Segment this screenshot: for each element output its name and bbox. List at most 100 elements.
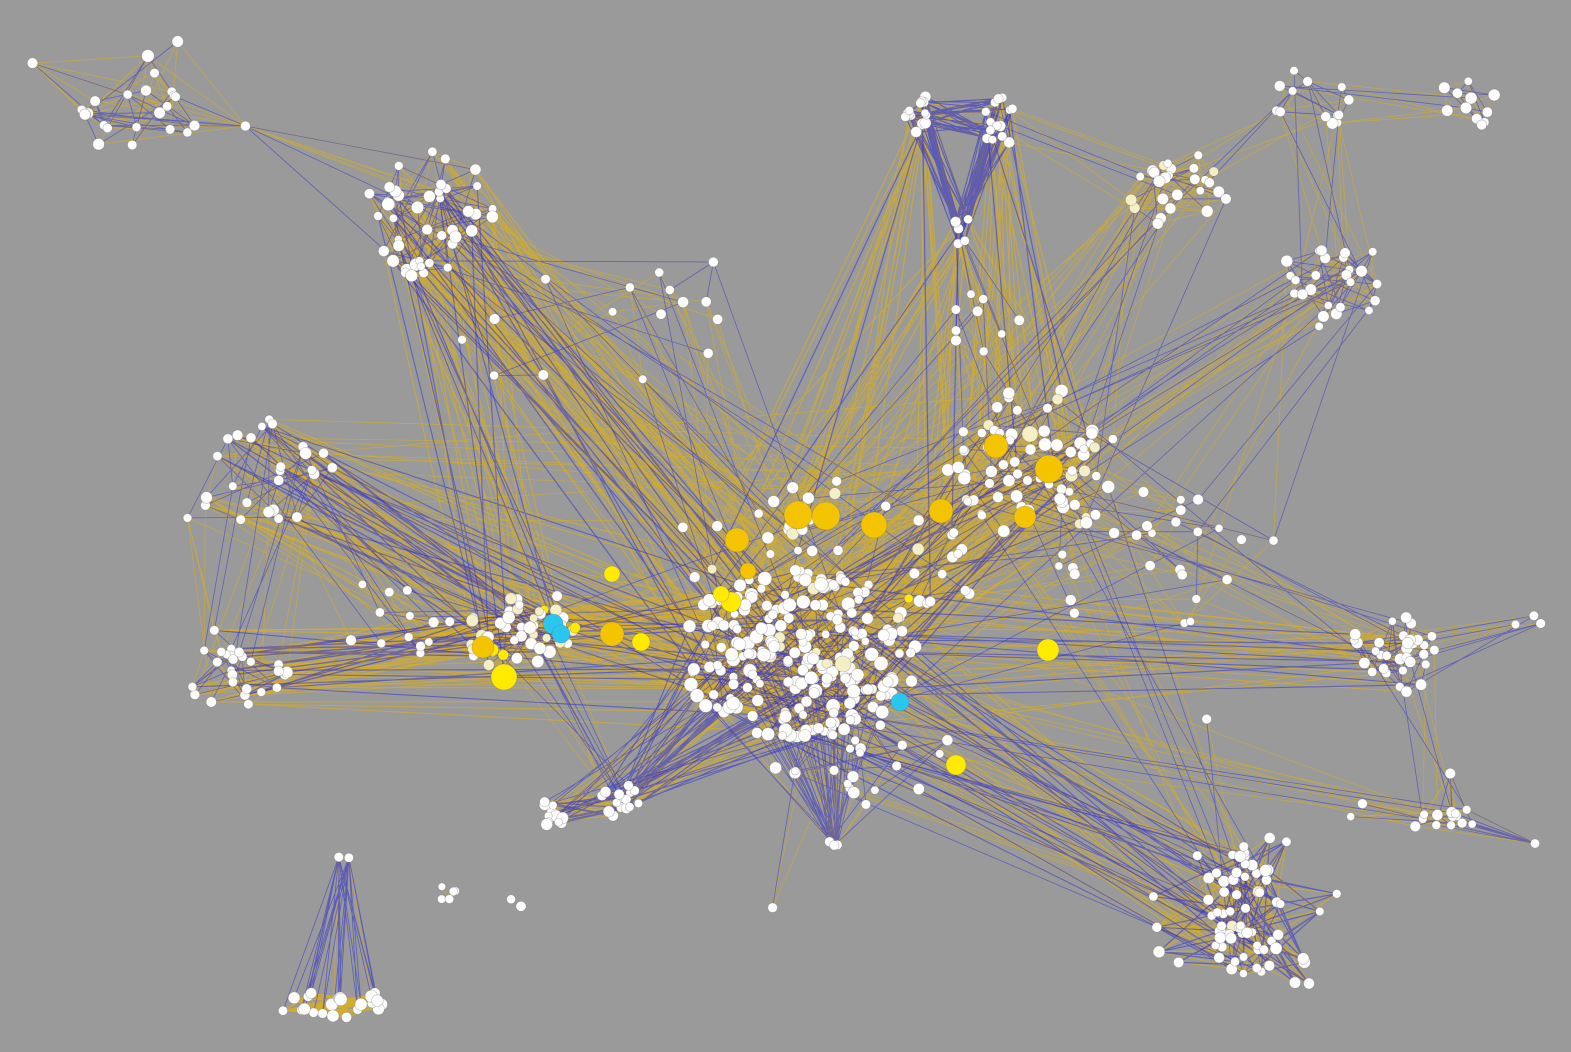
- graph-node[interactable]: [1404, 656, 1417, 668]
- graph-node[interactable]: [79, 108, 91, 121]
- graph-node[interactable]: [608, 307, 618, 317]
- graph-node[interactable]: [677, 521, 689, 533]
- graph-node[interactable]: [1085, 427, 1098, 440]
- graph-node[interactable]: [978, 346, 989, 357]
- graph-node[interactable]: [257, 422, 267, 431]
- graph-node[interactable]: [724, 647, 739, 662]
- graph-node[interactable]: [683, 677, 699, 692]
- graph-node[interactable]: [1373, 637, 1385, 648]
- graph-node[interactable]: [798, 573, 812, 587]
- graph-node[interactable]: [1108, 527, 1120, 539]
- graph-node[interactable]: [963, 214, 973, 225]
- graph-node[interactable]: [1421, 659, 1431, 670]
- graph-node[interactable]: [1131, 529, 1142, 541]
- graph-node[interactable]: [443, 263, 453, 273]
- graph-node[interactable]: [978, 294, 989, 304]
- graph-node[interactable]: [1038, 437, 1052, 452]
- graph-node[interactable]: [1418, 649, 1429, 660]
- graph-node[interactable]: [539, 796, 550, 808]
- graph-node[interactable]: [222, 433, 234, 445]
- graph-node-large[interactable]: [783, 500, 813, 530]
- graph-node[interactable]: [806, 652, 820, 665]
- graph-node[interactable]: [457, 335, 467, 345]
- graph-node[interactable]: [798, 729, 812, 743]
- graph-node[interactable]: [1372, 279, 1382, 289]
- graph-node[interactable]: [1216, 920, 1227, 931]
- graph-node[interactable]: [153, 106, 166, 119]
- graph-node[interactable]: [1220, 193, 1232, 205]
- graph-node[interactable]: [843, 697, 856, 710]
- graph-node[interactable]: [1317, 310, 1330, 323]
- graph-node[interactable]: [1460, 101, 1473, 114]
- graph-node[interactable]: [821, 658, 832, 669]
- graph-node[interactable]: [384, 587, 395, 598]
- graph-node[interactable]: [862, 683, 874, 696]
- graph-node[interactable]: [548, 800, 558, 810]
- graph-node[interactable]: [1013, 314, 1025, 326]
- graph-node[interactable]: [780, 590, 790, 600]
- graph-node[interactable]: [798, 710, 808, 720]
- graph-node[interactable]: [1212, 907, 1223, 917]
- graph-node[interactable]: [1208, 166, 1219, 177]
- graph-node[interactable]: [1054, 561, 1064, 571]
- graph-node[interactable]: [1239, 952, 1249, 962]
- graph-node[interactable]: [465, 614, 479, 627]
- graph-node[interactable]: [1193, 150, 1203, 160]
- graph-node[interactable]: [1176, 569, 1188, 581]
- graph-node[interactable]: [462, 205, 475, 218]
- graph-node[interactable]: [702, 347, 714, 359]
- graph-node[interactable]: [318, 448, 329, 459]
- graph-node[interactable]: [712, 313, 723, 325]
- graph-node[interactable]: [497, 649, 509, 661]
- graph-node[interactable]: [504, 592, 518, 605]
- graph-node[interactable]: [241, 497, 252, 508]
- graph-node[interactable]: [554, 817, 563, 827]
- graph-node[interactable]: [410, 200, 424, 214]
- graph-node[interactable]: [187, 682, 198, 692]
- graph-node[interactable]: [1202, 894, 1214, 906]
- graph-node[interactable]: [951, 325, 961, 336]
- graph-node[interactable]: [1462, 805, 1472, 815]
- graph-node[interactable]: [908, 567, 921, 580]
- graph-node[interactable]: [1051, 393, 1064, 405]
- graph-node[interactable]: [1125, 193, 1138, 206]
- graph-node[interactable]: [537, 369, 549, 381]
- graph-node[interactable]: [746, 710, 759, 722]
- graph-node[interactable]: [531, 655, 545, 668]
- graph-node[interactable]: [1152, 945, 1166, 958]
- graph-node[interactable]: [774, 619, 787, 632]
- graph-node[interactable]: [1135, 172, 1145, 182]
- graph-node[interactable]: [828, 765, 840, 776]
- graph-node[interactable]: [894, 648, 905, 659]
- graph-node[interactable]: [542, 633, 552, 643]
- graph-node[interactable]: [1263, 960, 1275, 972]
- graph-node[interactable]: [424, 258, 435, 268]
- graph-node[interactable]: [712, 660, 723, 671]
- graph-node[interactable]: [405, 611, 415, 621]
- graph-node[interactable]: [1137, 486, 1150, 498]
- graph-node[interactable]: [1022, 475, 1033, 486]
- graph-node[interactable]: [246, 657, 256, 667]
- graph-node[interactable]: [1213, 952, 1225, 964]
- graph-node[interactable]: [742, 682, 753, 693]
- graph-node-large[interactable]: [811, 501, 841, 531]
- graph-node[interactable]: [850, 627, 860, 637]
- graph-node[interactable]: [1444, 767, 1456, 780]
- graph-node[interactable]: [1002, 386, 1015, 400]
- graph-node[interactable]: [751, 694, 764, 707]
- graph-node[interactable]: [1337, 82, 1347, 92]
- graph-node[interactable]: [1281, 836, 1292, 847]
- graph-node[interactable]: [812, 722, 825, 734]
- graph-node[interactable]: [383, 181, 396, 193]
- graph-node[interactable]: [860, 799, 871, 810]
- graph-node[interactable]: [765, 549, 775, 559]
- graph-node[interactable]: [638, 374, 648, 384]
- graph-node[interactable]: [767, 902, 778, 913]
- graph-node[interactable]: [664, 285, 675, 295]
- graph-node[interactable]: [910, 126, 922, 138]
- graph-node[interactable]: [1192, 494, 1204, 506]
- graph-node[interactable]: [727, 678, 739, 690]
- graph-node[interactable]: [839, 673, 851, 684]
- graph-node[interactable]: [1310, 270, 1321, 281]
- graph-node[interactable]: [1456, 817, 1468, 829]
